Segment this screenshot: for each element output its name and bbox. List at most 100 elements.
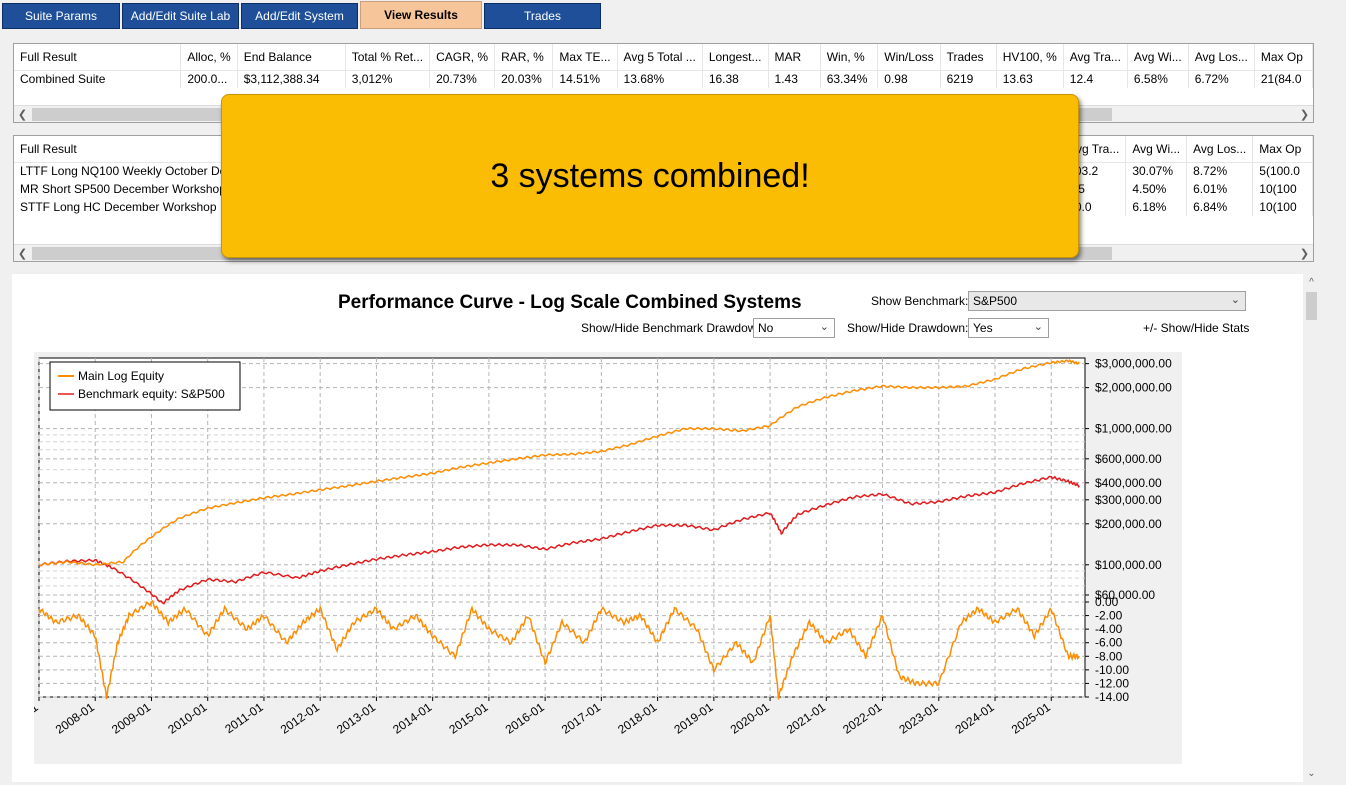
table-cell: STTF Long HC December Workshop [14,198,244,216]
tab-add-edit-suite-lab[interactable]: Add/Edit Suite Lab [122,3,239,29]
scroll-left-icon[interactable]: ❮ [17,109,28,121]
table-cell: 16.38 [702,70,769,88]
tab-add-edit-system[interactable]: Add/Edit System [241,3,358,29]
x-tick-label: 2016-01 [503,700,547,737]
y-tick-label: $600,000.00 [1095,452,1162,466]
column-header[interactable]: Max Op [1252,136,1313,163]
legend-box [49,361,241,411]
table-cell: 0.98 [877,70,941,88]
chevron-down-icon: ⌄ [1230,294,1240,306]
benchmark-drawdown-label: Show/Hide Benchmark Drawdown: [581,321,767,335]
combined-results-table: Full Result Alloc, % End Balance Total % Re… [14,44,1313,88]
table-cell: 10(100 [1252,198,1313,216]
main-equity-line [38,358,1080,567]
y-tick-label: $100,000.00 [1095,558,1162,572]
column-header[interactable]: End Balance [237,44,346,71]
column-header[interactable]: RAR, % [494,44,554,71]
table-cell: 6219 [940,70,997,88]
x-tick-label: 2022-01 [840,700,884,737]
table-cell: 14.51% [552,70,618,88]
x-tick-label: 2010-01 [165,700,209,737]
y-tick-label: $1,000,000.00 [1095,422,1172,436]
annotation-callout: 3 systems combined! [221,94,1079,258]
x-tick-label: 2018-01 [615,700,659,737]
column-header[interactable]: Avg 5 Total ... [617,44,703,71]
column-header[interactable]: HV100, % [996,44,1064,71]
drawdown-tick-label: -2.00 [1095,609,1123,623]
y-tick-label: $3,000,000.00 [1095,357,1172,371]
table-cell: 20.03% [494,70,554,88]
table-cell: 5(100.0 [1252,162,1313,180]
scroll-thumb[interactable] [1306,292,1317,320]
x-tick-label: 2023-01 [896,700,940,737]
column-header[interactable]: Max TE... [552,44,618,71]
performance-chart-panel: Performance Curve - Log Scale Combined S… [0,274,1320,782]
column-header[interactable]: Full Result [14,136,244,163]
table-cell: 21(84.0 [1254,70,1313,88]
drawdown-tick-label: -4.00 [1095,622,1123,636]
x-tick-label: 2008-01 [53,700,97,737]
column-header[interactable]: Trades [940,44,997,71]
table-cell: 13.63 [996,70,1064,88]
tab-suite-params[interactable]: Suite Params [2,3,120,29]
legend-label: Main Log Equity [78,369,164,383]
show-benchmark-label: Show Benchmark: [871,294,969,308]
table-cell: 6.01% [1186,180,1254,198]
tab-trades[interactable]: Trades [484,3,601,29]
table-cell: 8.72% [1186,162,1254,180]
column-header[interactable]: Avg Tra... [1063,44,1128,71]
chart-title: Performance Curve - Log Scale Combined S… [338,292,802,313]
show-hide-stats-toggle[interactable]: +/- Show/Hide Stats [1143,321,1250,335]
table-cell: 20.73% [429,70,496,88]
x-tick-label: 2013-01 [334,700,378,737]
column-header[interactable]: Win/Loss [877,44,941,71]
y-tick-label: $300,000.00 [1095,493,1162,507]
x-tick-label: 2019-01 [671,700,715,737]
scroll-right-icon[interactable]: ❯ [1299,109,1310,121]
column-header[interactable]: Full Result [14,44,182,71]
y-tick-label: $2,000,000.00 [1095,381,1172,395]
table-cell: 3,012% [345,70,431,88]
column-header[interactable]: Win, % [820,44,879,71]
column-header[interactable]: Avg Wi... [1125,136,1188,163]
y-tick-label: $200,000.00 [1095,517,1162,531]
table-cell: 200.0... [180,70,238,88]
tab-view-results[interactable]: View Results [360,1,482,29]
column-header[interactable]: MAR [768,44,821,71]
x-tick-label: 2025-01 [1009,700,1053,737]
x-tick-label: 2014-01 [390,700,434,737]
column-header[interactable]: CAGR, % [429,44,496,71]
column-header[interactable]: Longest... [702,44,769,71]
column-header[interactable]: Avg Los... [1188,44,1255,71]
y-tick-label: $60,000.00 [1095,588,1155,602]
tab-bar: Suite Params Add/Edit Suite Lab Add/Edit… [0,0,1346,30]
table-cell: 30.07% [1125,162,1188,180]
column-header[interactable]: Total % Ret... [345,44,431,71]
scroll-left-icon[interactable]: ❮ [17,248,28,260]
drawdown-select[interactable]: Yes ⌄ [968,318,1049,338]
benchmark-select-value: S&P500 [973,294,1018,308]
table-cell: 6.58% [1127,70,1189,88]
table-row[interactable]: Combined Suite 200.0... $3,112,388.34 3,012… [14,70,1313,88]
scroll-right-icon[interactable]: ❯ [1299,248,1310,260]
table-cell: MR Short SP500 December Workshop [14,180,244,198]
drawdown-line [38,599,1081,700]
column-header[interactable]: Avg Los... [1186,136,1254,163]
x-tick-label: 2017-01 [559,700,603,737]
column-header[interactable]: Max Op [1254,44,1313,71]
x-tick-label: 2020-01 [728,700,772,737]
table-cell: 6.72% [1188,70,1255,88]
vertical-scrollbar[interactable]: ^ ⌄ [1303,274,1320,782]
scroll-up-icon[interactable]: ^ [1309,277,1314,288]
table-cell: 6.84% [1186,198,1254,216]
scroll-down-icon[interactable]: ⌄ [1307,768,1316,779]
column-header[interactable]: Alloc, % [180,44,238,71]
plot-area [38,357,1086,698]
benchmark-equity-line [38,475,1080,605]
column-header[interactable]: Avg Wi... [1127,44,1189,71]
drawdown-tick-label: -12.00 [1095,676,1129,690]
benchmark-drawdown-select[interactable]: No ⌄ [753,318,835,338]
benchmark-select[interactable]: S&P500 ⌄ [968,291,1246,311]
drawdown-select-value: Yes [973,321,993,335]
drawdown-tick-label: -14.00 [1095,690,1129,704]
